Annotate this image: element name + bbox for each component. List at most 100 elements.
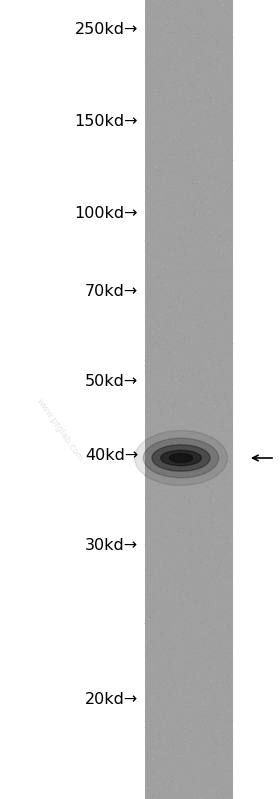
Point xyxy=(150,176,154,189)
Point xyxy=(152,741,157,753)
Point xyxy=(179,619,184,632)
Point xyxy=(204,523,209,535)
Point xyxy=(151,328,155,340)
Point xyxy=(215,456,219,469)
Point xyxy=(226,8,230,21)
Point xyxy=(224,61,229,74)
Point xyxy=(225,705,229,718)
Point xyxy=(227,366,232,379)
Point xyxy=(186,630,191,642)
Point xyxy=(216,198,221,211)
Point xyxy=(152,121,157,134)
Point xyxy=(226,270,231,283)
Point xyxy=(158,382,163,395)
Point xyxy=(156,644,160,657)
Point xyxy=(181,675,185,688)
Point xyxy=(202,720,206,733)
Point xyxy=(185,637,190,650)
Point xyxy=(203,85,208,97)
Point xyxy=(201,78,206,90)
Point xyxy=(193,606,198,619)
Point xyxy=(179,57,184,70)
Point xyxy=(188,195,193,208)
Point xyxy=(197,520,201,533)
Point xyxy=(223,6,228,19)
Point xyxy=(170,509,175,522)
Point xyxy=(171,292,175,305)
Point xyxy=(220,363,225,376)
Point xyxy=(157,761,162,773)
Point xyxy=(212,309,217,322)
Point xyxy=(181,390,186,403)
Point xyxy=(167,74,171,86)
Point xyxy=(213,645,218,658)
Point xyxy=(203,779,207,792)
Point xyxy=(166,342,170,355)
Point xyxy=(144,598,149,611)
Point xyxy=(149,582,153,594)
Point xyxy=(214,709,218,721)
Point xyxy=(204,735,209,748)
Point xyxy=(160,385,164,398)
Point xyxy=(195,778,200,791)
Point xyxy=(224,471,229,484)
Point xyxy=(191,236,195,248)
Point xyxy=(228,408,232,421)
Point xyxy=(215,352,219,364)
Point xyxy=(144,74,148,86)
Point xyxy=(168,339,172,352)
Point xyxy=(144,96,148,109)
Point xyxy=(210,73,214,85)
Point xyxy=(159,677,164,690)
Point xyxy=(206,784,211,797)
Point xyxy=(219,653,223,666)
Point xyxy=(212,445,216,458)
Point xyxy=(189,193,193,205)
Point xyxy=(230,756,235,769)
Point xyxy=(221,692,226,705)
Point xyxy=(207,377,212,390)
Text: 150kd→: 150kd→ xyxy=(74,114,138,129)
Point xyxy=(172,709,176,721)
Point xyxy=(185,426,190,439)
Point xyxy=(191,773,195,786)
Point xyxy=(220,724,224,737)
Point xyxy=(208,336,213,348)
Point xyxy=(191,196,196,209)
Point xyxy=(199,4,203,17)
Point xyxy=(186,701,191,714)
Point xyxy=(208,426,212,439)
Point xyxy=(213,675,217,688)
Point xyxy=(182,369,186,382)
Point xyxy=(227,291,231,304)
Point xyxy=(202,587,206,600)
Point xyxy=(147,446,151,459)
Point xyxy=(154,237,158,250)
Point xyxy=(175,190,180,203)
Point xyxy=(171,105,175,118)
Point xyxy=(165,503,170,516)
Point xyxy=(217,358,221,371)
Point xyxy=(223,140,228,153)
Point xyxy=(230,124,234,137)
Point xyxy=(163,268,167,280)
Point xyxy=(207,58,212,70)
Point xyxy=(150,348,155,360)
Point xyxy=(229,726,234,739)
Point xyxy=(210,159,214,172)
Point xyxy=(173,321,177,334)
Point xyxy=(213,493,218,506)
Point xyxy=(214,320,219,333)
Point xyxy=(195,0,200,7)
Point xyxy=(169,165,173,178)
Point xyxy=(211,277,216,290)
Point xyxy=(187,497,191,510)
Point xyxy=(160,626,164,638)
Point xyxy=(183,46,187,59)
Point xyxy=(157,562,161,574)
Point xyxy=(171,240,175,253)
Point xyxy=(155,2,160,15)
Point xyxy=(145,10,150,22)
Point xyxy=(172,476,176,489)
Point xyxy=(183,138,187,151)
